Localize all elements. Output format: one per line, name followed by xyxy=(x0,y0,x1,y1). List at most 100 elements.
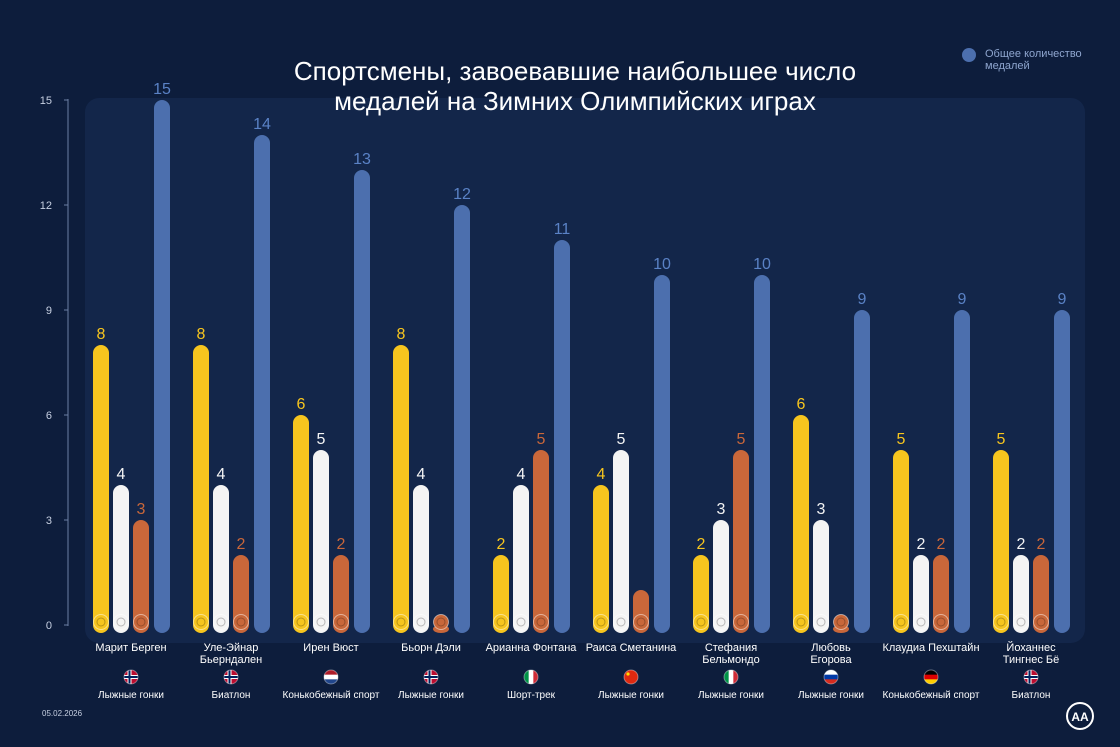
sport-label: Конькобежный спорт xyxy=(282,690,380,701)
flag-stripe xyxy=(724,670,730,684)
medal xyxy=(413,614,429,630)
value-label: 4 xyxy=(517,466,526,483)
flag xyxy=(424,670,438,684)
flag-stripe xyxy=(324,670,338,676)
medal-inner xyxy=(136,617,146,627)
value-label: 15 xyxy=(153,81,171,98)
flag-star xyxy=(626,672,630,676)
value-label: 2 xyxy=(697,536,706,553)
flag-stripe xyxy=(824,679,838,684)
value-label: 6 xyxy=(297,396,306,413)
medal xyxy=(393,614,409,630)
value-label: 2 xyxy=(337,536,346,553)
value-label: 6 xyxy=(797,396,806,413)
x-tick-label: Марит Берген xyxy=(95,642,167,654)
flag-cross xyxy=(424,676,438,678)
flag-stripe xyxy=(524,670,530,684)
sport-label: Биатлон xyxy=(1011,690,1051,701)
x-tick-label: Клаудиа Пехштайн xyxy=(882,642,980,654)
bar xyxy=(754,275,770,633)
bar xyxy=(533,450,549,633)
flag-stripe xyxy=(924,679,938,684)
bar xyxy=(393,345,409,633)
value-label: 13 xyxy=(353,151,371,168)
x-tick-label: Уле-Эйнар Бьерндален xyxy=(199,642,263,666)
bar xyxy=(1054,310,1070,633)
bar xyxy=(913,555,929,633)
medal xyxy=(333,614,349,630)
flag-stripe xyxy=(324,679,338,684)
value-label: 10 xyxy=(653,256,671,273)
flag-ring xyxy=(1023,669,1039,685)
flag-cross xyxy=(1024,676,1038,678)
y-tick-label: 9 xyxy=(46,305,52,317)
flag-ring xyxy=(423,669,439,685)
medal xyxy=(813,614,829,630)
value-label: 4 xyxy=(217,466,226,483)
x-tick-label: Раиса Сметанина xyxy=(585,642,677,654)
medal xyxy=(193,614,209,630)
medal xyxy=(693,614,709,630)
x-tick-label: Любовь Егорова xyxy=(810,642,852,666)
medal-inner xyxy=(196,617,206,627)
value-label: 5 xyxy=(537,431,546,448)
bar xyxy=(733,450,749,633)
medal-inner xyxy=(216,617,226,627)
medal-inner xyxy=(736,617,746,627)
value-label: 12 xyxy=(453,186,471,203)
value-label: 2 xyxy=(937,536,946,553)
bar xyxy=(854,310,870,633)
flag xyxy=(1024,670,1038,684)
medal xyxy=(1033,614,1049,630)
medal xyxy=(93,614,109,630)
value-label: 9 xyxy=(958,291,967,308)
bar xyxy=(813,520,829,633)
medal-inner xyxy=(796,617,806,627)
flag-ring xyxy=(723,669,739,685)
flag xyxy=(824,670,838,684)
bar xyxy=(1033,555,1049,633)
bar xyxy=(454,205,470,633)
x-tick-label: Ирен Вюст xyxy=(303,642,359,654)
medal-inner xyxy=(936,617,946,627)
flag-ring xyxy=(923,669,939,685)
bar xyxy=(493,555,509,633)
bar xyxy=(693,555,709,633)
value-label: 2 xyxy=(917,536,926,553)
medal-inner xyxy=(536,617,546,627)
bar xyxy=(713,520,729,633)
bar xyxy=(593,485,609,633)
medal xyxy=(313,614,329,630)
bar xyxy=(113,485,129,633)
bar xyxy=(413,485,429,633)
medal-inner xyxy=(336,617,346,627)
sport-label: Лыжные гонки xyxy=(698,690,764,701)
bar xyxy=(554,240,570,633)
bar xyxy=(93,345,109,633)
medal-inner xyxy=(616,617,626,627)
value-label: 3 xyxy=(817,501,826,518)
medal-inner xyxy=(296,617,306,627)
medal xyxy=(833,614,849,630)
value-label: 8 xyxy=(197,326,206,343)
medal xyxy=(513,614,529,630)
flag-cross xyxy=(124,676,138,678)
medal xyxy=(613,614,629,630)
flag xyxy=(524,670,538,684)
medal-inner xyxy=(236,617,246,627)
flag-ring xyxy=(523,669,539,685)
flag xyxy=(324,670,338,684)
flag-ring xyxy=(623,669,639,685)
medal-inner xyxy=(636,617,646,627)
bar xyxy=(654,275,670,633)
medal xyxy=(113,614,129,630)
bar xyxy=(193,345,209,633)
medal xyxy=(793,614,809,630)
medal-inner xyxy=(516,617,526,627)
bar xyxy=(213,485,229,633)
flag-stripe xyxy=(728,670,734,684)
y-tick-label: 0 xyxy=(46,620,52,632)
bar xyxy=(313,450,329,633)
